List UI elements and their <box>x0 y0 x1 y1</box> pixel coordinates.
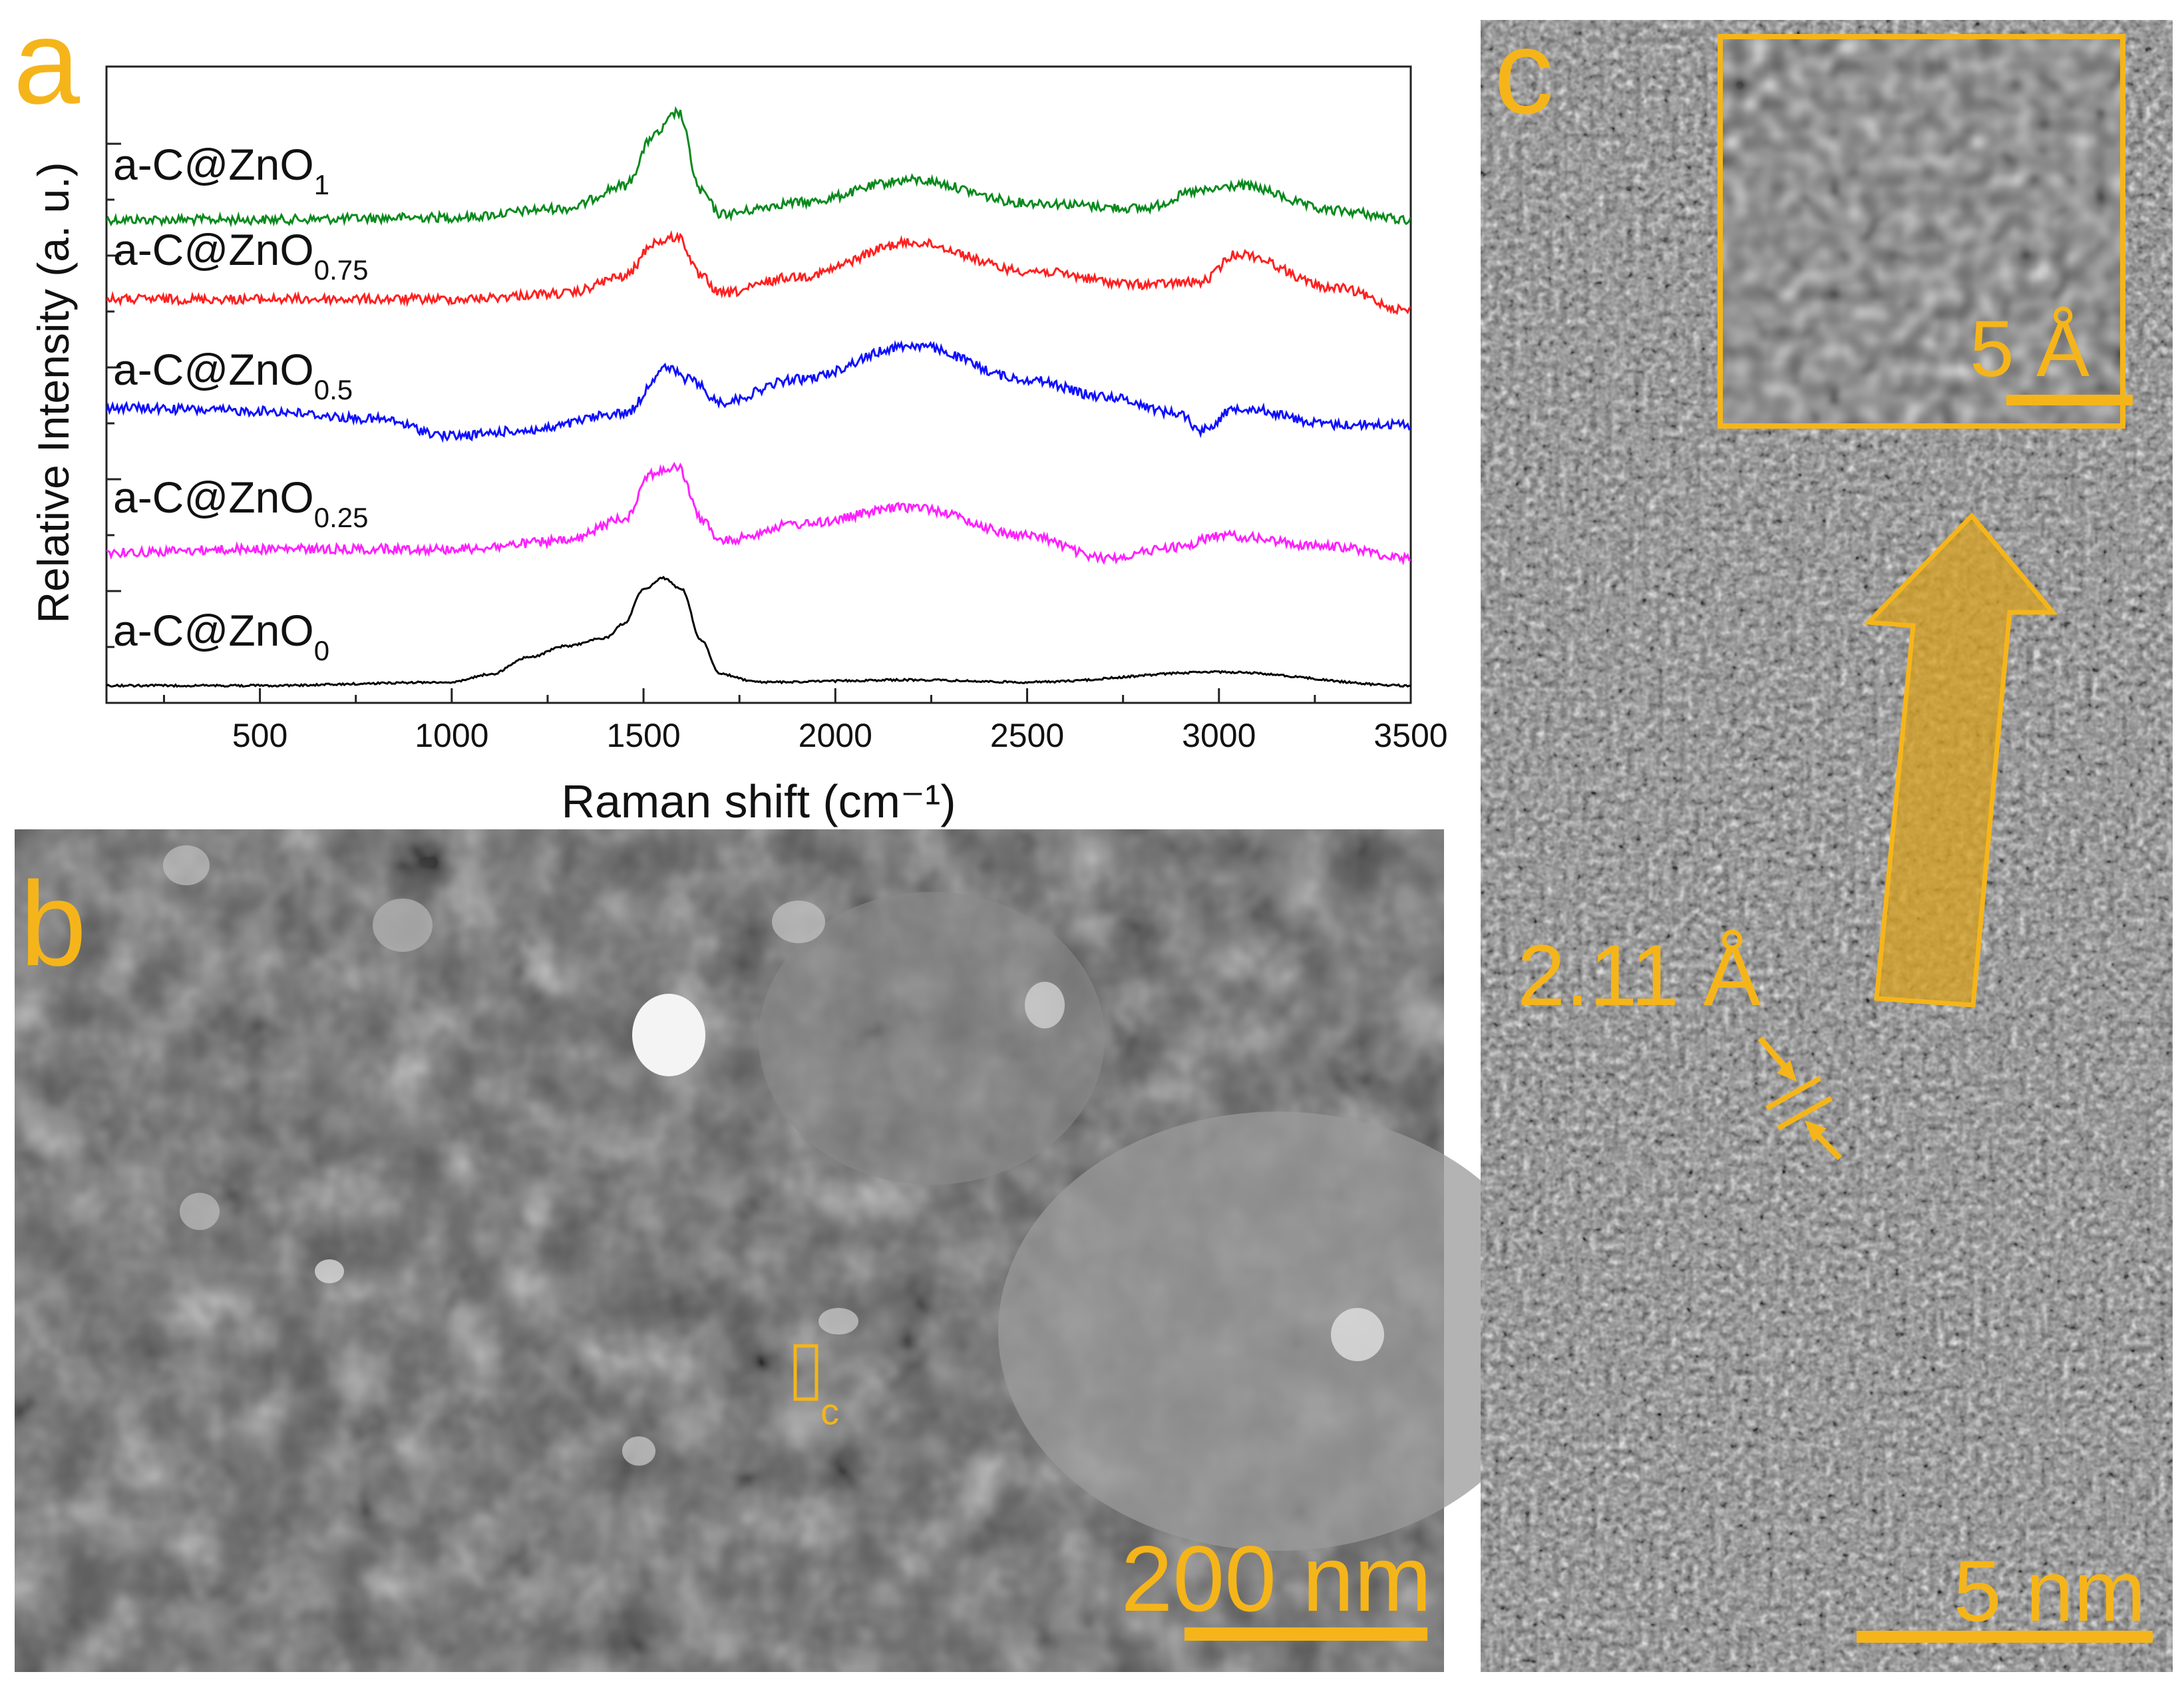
d-spacing-label: 2.11 Å <box>1517 927 1761 1024</box>
panel-letter-c: c <box>1494 5 1554 139</box>
y-axis-label: Relative Intensity (a. u.) <box>29 162 78 623</box>
series-layer <box>106 106 1411 688</box>
arrow-in-head-icon <box>1777 1060 1797 1082</box>
sem-grain <box>1025 982 1065 1028</box>
sem-grain <box>163 845 210 885</box>
sem-particle-bright <box>632 994 705 1076</box>
x-tick-label: 1000 <box>415 717 488 754</box>
lattice-fringe-line <box>1765 1076 1821 1111</box>
series-line-1 <box>106 106 1411 228</box>
sem-grain <box>373 899 433 952</box>
tem-inset-texture <box>1720 37 2123 426</box>
panel-a-raman-chart: 500 1000 1500 2000 2500 3000 3500 a-C@ZnO1a-C@… <box>13 0 1448 827</box>
arrow-out-head-icon <box>1805 1120 1827 1142</box>
panel-b-sem-image: c 200 nm b <box>15 829 1557 1672</box>
sem-grain <box>622 1436 655 1466</box>
sem-scale-bar-label: 200 nm <box>1121 1526 1432 1631</box>
tem-scale-bar-label: 5 nm <box>1953 1542 2145 1639</box>
series-label-0-5: a-C@ZnO0.5 <box>113 345 353 405</box>
x-axis-label-text: Raman shift (cm⁻¹) <box>561 775 956 827</box>
x-tick-label: 3500 <box>1373 717 1447 754</box>
series-line-0 <box>106 575 1411 688</box>
panel-c-tem-image: 5 Å 2.11 Å 5 nm c <box>1481 5 2173 1672</box>
x-axis-label: Raman shift (cm⁻¹) <box>561 775 956 827</box>
tem-inset-scale-label: 5 Å <box>1970 304 2090 393</box>
region-c-marker <box>793 1344 819 1401</box>
y-axis-label-text: Relative Intensity (a. u.) <box>29 162 78 623</box>
x-tick-label: 2000 <box>799 717 872 754</box>
sem-grain <box>315 1259 344 1283</box>
x-tick-label: 3000 <box>1182 717 1256 754</box>
series-label-0: a-C@ZnO0 <box>113 606 329 666</box>
x-tick-label: 500 <box>232 717 287 754</box>
series-label-layer: a-C@ZnO1 a-C@ZnO0.75 a-C@ZnO0.5 a-C@ZnO0.25… <box>113 140 368 666</box>
panel-letter-b: b <box>20 857 87 991</box>
series-label-0-25: a-C@ZnO0.25 <box>113 473 368 533</box>
tick-layer: 500 1000 1500 2000 2500 3000 3500 <box>106 142 1448 754</box>
sem-particle-medium <box>759 892 1105 1185</box>
x-tick-label: 1500 <box>606 717 680 754</box>
x-tick-label: 2500 <box>990 717 1064 754</box>
tem-inset-frame <box>1718 34 2125 429</box>
sem-grain <box>1331 1308 1384 1361</box>
sem-grain <box>819 1308 858 1335</box>
series-line-0-25 <box>106 461 1411 566</box>
sem-particle-large <box>998 1112 1557 1551</box>
panel-letter-a: a <box>13 0 81 129</box>
sem-grain <box>180 1193 220 1230</box>
sem-grain <box>772 901 825 943</box>
plot-frame <box>105 65 1412 704</box>
zoom-arrow-icon <box>1863 512 2058 1008</box>
tem-inset-scale-bar <box>2006 395 2133 405</box>
series-line-0-75 <box>106 230 1411 315</box>
series-label-0-75: a-C@ZnO0.75 <box>113 225 368 286</box>
tem-scale-bar <box>1857 1631 2153 1643</box>
series-label-1: a-C@ZnO1 <box>113 140 329 200</box>
series-line-0-5 <box>106 339 1411 443</box>
lattice-fringe-line <box>1777 1096 1833 1131</box>
sem-scale-bar <box>1184 1627 1427 1641</box>
region-c-label: c <box>820 1390 839 1432</box>
